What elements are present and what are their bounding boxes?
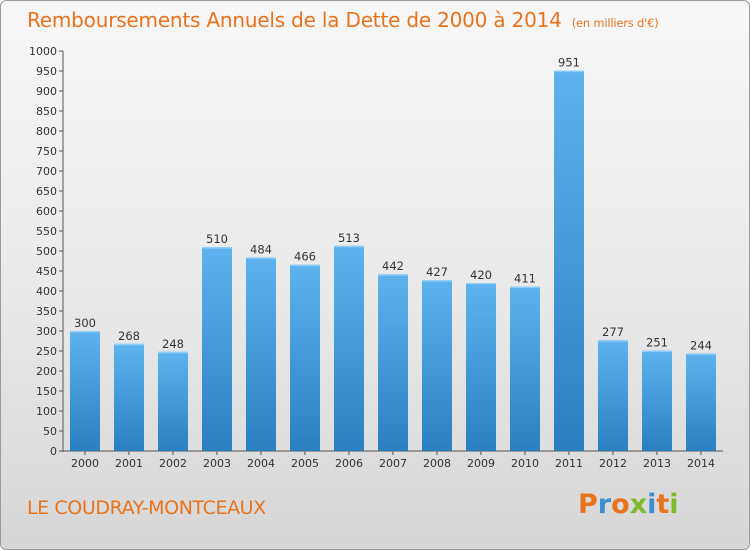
x-tick-label-2002: 2002 [159, 457, 187, 470]
bar-2000 [70, 331, 100, 451]
bar-2006 [334, 245, 364, 451]
bar-top-edge [422, 280, 452, 282]
bar-2003 [202, 247, 232, 451]
bar-top-edge [510, 286, 540, 289]
value-label-2009: 420 [470, 268, 492, 282]
bar-2002 [158, 351, 188, 451]
y-tick-label: 0 [50, 445, 57, 458]
y-tick-label: 600 [36, 205, 57, 218]
y-tick-label: 950 [36, 65, 57, 78]
chart-title: Remboursements Annuels de la Dette de 20… [27, 8, 659, 32]
bar-2005 [290, 264, 320, 451]
x-tick-label-2008: 2008 [423, 457, 451, 470]
bar-2011 [554, 70, 584, 451]
brand-letter: o [611, 489, 630, 520]
x-tick-label-2013: 2013 [643, 457, 671, 470]
bar-top-edge [642, 350, 672, 353]
value-label-2012: 277 [602, 325, 624, 339]
bar-2012 [598, 340, 628, 451]
y-tick-label: 850 [36, 105, 57, 118]
bar-2014 [686, 353, 716, 451]
y-tick-label: 200 [36, 365, 57, 378]
bar-top-edge [70, 331, 100, 333]
y-tick-label: 100 [36, 405, 57, 418]
y-tick-label: 350 [36, 305, 57, 318]
value-label-2011: 951 [558, 56, 580, 70]
bar-top-edge [158, 351, 188, 354]
y-tick-label: 300 [36, 325, 57, 338]
proxiti-logo[interactable]: Proxiti [578, 489, 679, 520]
value-label-2002: 248 [162, 337, 184, 351]
y-tick-label: 500 [36, 245, 57, 258]
bar-top-edge [202, 247, 232, 249]
bar-2004 [246, 257, 276, 451]
y-tick-label: 450 [36, 265, 57, 278]
x-tick-label-2014: 2014 [687, 457, 715, 470]
bar-top-edge [114, 343, 144, 346]
bar-top-edge [334, 245, 364, 248]
value-label-2003: 510 [206, 232, 228, 246]
x-tick-label-2007: 2007 [379, 457, 407, 470]
city-name: LE COUDRAY-MONTCEAUX [27, 497, 266, 519]
x-tick-label-2005: 2005 [291, 457, 319, 470]
value-label-2008: 427 [426, 265, 448, 279]
x-tick-label-2011: 2011 [555, 457, 583, 470]
y-tick-label: 900 [36, 85, 57, 98]
x-tick-label-2003: 2003 [203, 457, 231, 470]
y-tick-label: 400 [36, 285, 57, 298]
y-axis: 0 50 100 150 200 250 300 350 400 450 500 550 600 650 7… [29, 45, 64, 458]
value-label-2010: 411 [514, 272, 536, 286]
value-label-2014: 244 [690, 338, 712, 352]
brand-letter: x [629, 489, 648, 520]
bar-top-edge [554, 70, 584, 73]
value-labels: 300 268 248 510 484 466 513 442 427 420 411 951 277 2… [74, 56, 712, 353]
bar-2010 [510, 286, 540, 451]
value-label-2007: 442 [382, 259, 404, 273]
value-label-2001: 268 [118, 329, 140, 343]
value-label-2005: 466 [294, 250, 316, 264]
x-tick-label-2000: 2000 [71, 457, 99, 470]
y-tick-label: 50 [43, 425, 57, 438]
value-label-2000: 300 [74, 316, 96, 330]
bar-2013 [642, 350, 672, 451]
brand-letter: r [597, 489, 612, 520]
title-text: Remboursements Annuels de la Dette de 20… [27, 8, 562, 32]
y-tick-label: 550 [36, 225, 57, 238]
bar-2009 [466, 283, 496, 451]
x-tick-label-2010: 2010 [511, 457, 539, 470]
x-axis: 2000 2001 2002 2003 2004 2005 2006 2007 2008 2009… [63, 450, 723, 470]
brand-letter: i [647, 489, 657, 520]
bar-top-edge [378, 274, 408, 276]
bar-top-edge [466, 283, 496, 285]
unit-note: (en milliers d'€) [571, 16, 659, 30]
bar-2001 [114, 343, 144, 451]
y-tick-label: 700 [36, 165, 57, 178]
x-tick-label-2009: 2009 [467, 457, 495, 470]
brand-letter: P [578, 489, 598, 520]
bar-top-edge [246, 257, 276, 259]
y-tick-label: 800 [36, 125, 57, 138]
bar-2008 [422, 280, 452, 451]
y-tick-label: 250 [36, 345, 57, 358]
x-tick-label-2012: 2012 [599, 457, 627, 470]
x-tick-label-2004: 2004 [247, 457, 275, 470]
bars [70, 70, 716, 451]
brand-letter: i [669, 489, 679, 520]
bar-top-edge [598, 340, 628, 342]
value-label-2013: 251 [646, 336, 668, 350]
y-tick-label: 750 [36, 145, 57, 158]
brand-letter: t [656, 489, 670, 520]
x-tick-label-2001: 2001 [115, 457, 143, 470]
value-label-2004: 484 [250, 242, 272, 256]
bar-top-edge [686, 353, 716, 355]
y-tick-label: 650 [36, 185, 57, 198]
bar-2007 [378, 274, 408, 451]
x-tick-label-2006: 2006 [335, 457, 363, 470]
y-tick-label: 150 [36, 385, 57, 398]
value-label-2006: 513 [338, 231, 360, 245]
y-tick-label: 1000 [29, 45, 57, 58]
bar-top-edge [290, 264, 320, 267]
